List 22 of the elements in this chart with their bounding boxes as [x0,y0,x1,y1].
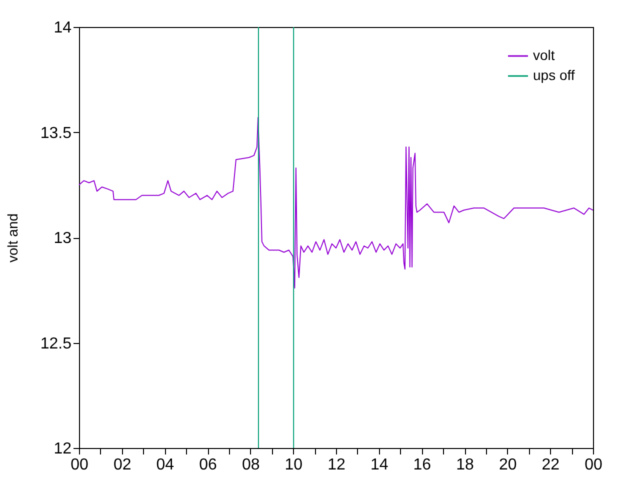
y-tick-label: 13 [54,230,72,247]
x-tick-label: 12 [328,456,346,474]
x-tick-label: 06 [199,456,217,474]
x-tick-label: 22 [542,456,560,474]
legend-label: ups off [533,67,575,83]
x-tick-label: 10 [284,456,303,474]
x-tick-label: 18 [456,456,474,474]
x-tick-label: 00 [70,456,88,474]
x-tick-label: 14 [370,456,388,474]
x-tick-label: 08 [242,456,260,474]
x-tick-label: 16 [413,456,432,474]
y-tick-label: 12.5 [40,335,72,352]
x-tick-label: 20 [498,456,517,474]
x-tick-label: 02 [113,456,132,474]
y-axis-title: volt and [4,213,20,263]
legend-label: volt [533,47,555,63]
y-tick-label: 13.5 [40,124,72,142]
x-tick-label: 04 [156,456,174,474]
x-tick-label: 00 [584,456,602,474]
line-series [78,117,594,289]
y-tick-label: 12 [54,440,72,458]
y-tick-label: 14 [54,20,72,36]
